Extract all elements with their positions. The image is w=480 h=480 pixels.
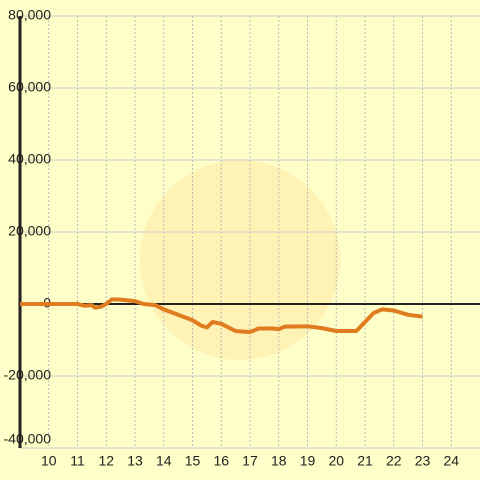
y-tick-label: 60,000 bbox=[8, 79, 51, 95]
y-tick-label: 20,000 bbox=[8, 223, 51, 239]
y-tick-label: 40,000 bbox=[8, 151, 51, 167]
y-tick-label: -40,000 bbox=[4, 431, 52, 447]
x-tick-label: 10 bbox=[41, 453, 57, 469]
y-tick-label: -20,000 bbox=[4, 367, 52, 383]
x-tick-label: 22 bbox=[386, 453, 402, 469]
x-tick-label: 23 bbox=[415, 453, 431, 469]
x-tick-label: 24 bbox=[443, 453, 459, 469]
x-tick-label: 20 bbox=[328, 453, 344, 469]
x-tick-label: 11 bbox=[70, 453, 85, 469]
x-tick-label: 13 bbox=[127, 453, 143, 469]
x-tick-label: 12 bbox=[98, 453, 114, 469]
x-tick-label: 19 bbox=[300, 453, 316, 469]
y-tick-label: 80,000 bbox=[8, 7, 51, 23]
x-tick-label: 21 bbox=[357, 453, 373, 469]
x-tick-label: 17 bbox=[242, 453, 258, 469]
x-tick-label: 18 bbox=[271, 453, 287, 469]
watermark bbox=[140, 160, 340, 360]
x-tick-label: 16 bbox=[213, 453, 229, 469]
x-tick-label: 15 bbox=[185, 453, 201, 469]
line-series bbox=[20, 297, 423, 335]
x-tick-label: 14 bbox=[156, 453, 172, 469]
